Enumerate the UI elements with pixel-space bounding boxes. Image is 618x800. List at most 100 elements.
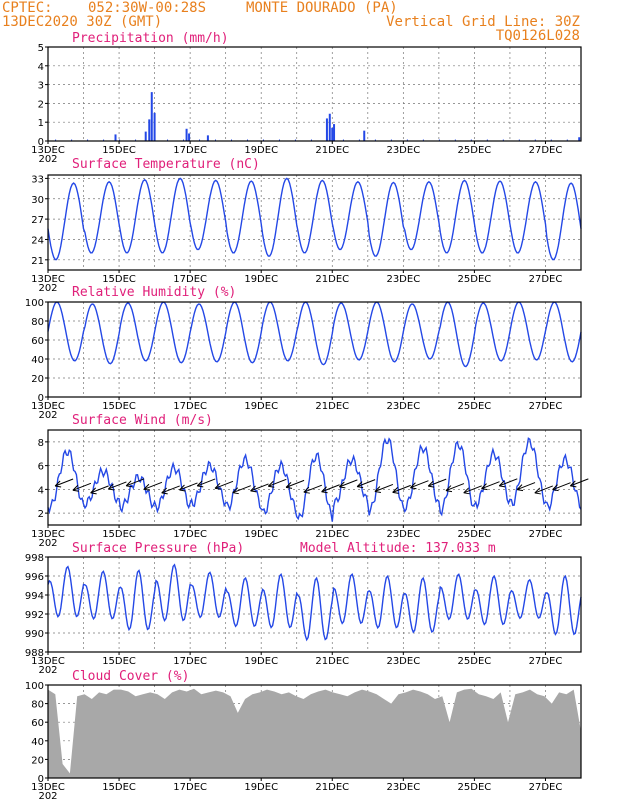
y-tick-label: 100 — [25, 298, 44, 309]
x-tick-label: 23DEC — [386, 782, 420, 793]
y-tick-label: 0 — [38, 137, 44, 148]
wind-arrow — [196, 478, 216, 488]
wind-arrow-shaft — [72, 482, 92, 491]
x-tick-label: 17DEC — [173, 656, 207, 667]
y-tick-label: 80 — [31, 317, 44, 328]
precip-trace — [518, 139, 520, 141]
x-tick-label: 25DEC — [458, 145, 492, 156]
wind-arrow — [54, 478, 74, 488]
x-tick-label: 21DEC — [315, 529, 349, 540]
wind-arrow-shaft — [303, 484, 323, 493]
wind-arrow — [481, 481, 500, 491]
x-tick-label: 21DEC — [315, 401, 349, 412]
precip-bar — [331, 127, 334, 141]
wind-arrow — [303, 484, 323, 494]
header-datetime: 13DEC2020 30Z (GMT) — [2, 14, 162, 30]
y-tick-label: 994 — [25, 591, 44, 602]
precip-trace — [215, 139, 217, 141]
y-tick-label: 1 — [38, 118, 44, 129]
wind-arrow-head — [54, 480, 62, 488]
wind-arrow-shaft — [374, 483, 394, 492]
x-tick-label: 27DEC — [529, 274, 563, 285]
precip-bar — [578, 137, 581, 141]
panel-title-wind: Surface Wind (m/s) — [72, 413, 213, 428]
x-tick-year: 202 — [38, 665, 57, 676]
wind-arrow — [125, 478, 145, 488]
y-tick-label: 990 — [25, 629, 44, 640]
x-tick-label: 15DEC — [102, 145, 136, 156]
wind-arrow-head — [72, 484, 79, 492]
panel-frame — [47, 46, 582, 142]
panel-title-temperature: Surface Temperature (nC) — [72, 157, 260, 172]
wind-arrow-head — [250, 485, 257, 493]
x-tick-label: 15DEC — [102, 274, 136, 285]
wind-arrow-head — [179, 484, 186, 492]
x-tick-year: 202 — [38, 791, 57, 800]
wind-arrow — [232, 485, 251, 495]
wind-arrow-shaft — [534, 485, 553, 494]
wind-arrow-shaft — [285, 479, 305, 488]
wind-arrow-shaft — [268, 478, 287, 487]
x-tick-label: 27DEC — [529, 401, 563, 412]
precip-trace — [278, 139, 280, 141]
x-tick-label: 27DEC — [529, 656, 563, 667]
y-tick-label: 20 — [31, 374, 44, 385]
y-tick-label: 40 — [31, 737, 44, 748]
wind-arrow — [339, 479, 358, 489]
wind-arrow — [321, 484, 340, 494]
precip-bar — [363, 130, 366, 141]
x-tick-label: 25DEC — [458, 529, 492, 540]
x-tick-label: 13DEC — [31, 656, 65, 667]
precip-trace — [71, 139, 73, 141]
precip-trace — [246, 139, 248, 141]
series-line — [47, 177, 582, 261]
y-tick-label: 21 — [31, 256, 44, 267]
panel-frame — [47, 301, 582, 398]
y-tick-label: 992 — [25, 610, 44, 621]
wind-arrow-head — [214, 482, 222, 490]
wind-arrow-head — [90, 487, 97, 495]
precip-bar — [188, 133, 191, 141]
precip-trace — [534, 139, 536, 141]
wind-arrow-shaft — [339, 479, 358, 488]
precip-trace — [199, 139, 201, 141]
wind-arrow-head — [339, 481, 346, 489]
wind-arrow-shaft — [552, 482, 571, 491]
y-tick-label: 24 — [31, 235, 44, 246]
precip-trace — [422, 139, 424, 141]
wind-arrow-shaft — [250, 483, 269, 492]
wind-arrow — [552, 482, 571, 492]
series-line — [47, 563, 582, 642]
x-tick-label: 17DEC — [173, 401, 207, 412]
precip-trace — [167, 139, 169, 141]
y-tick-label: 40 — [31, 355, 44, 366]
x-tick-label: 17DEC — [173, 782, 207, 793]
precip-trace — [550, 139, 552, 141]
series-line — [47, 437, 582, 522]
precip-trace — [406, 139, 408, 141]
x-tick-label: 19DEC — [244, 274, 278, 285]
x-tick-label: 13DEC — [31, 529, 65, 540]
y-tick-label: 2 — [38, 99, 44, 110]
wind-arrow-shaft — [499, 478, 518, 487]
wind-arrow-shaft — [214, 480, 234, 489]
wind-arrow-shaft — [392, 484, 411, 493]
y-tick-label: 6 — [38, 462, 44, 473]
y-tick-label: 100 — [25, 681, 44, 692]
wind-arrow — [463, 485, 482, 495]
y-tick-label: 5 — [38, 43, 44, 54]
precip-trace — [310, 139, 312, 141]
y-tick-label: 0 — [38, 393, 44, 404]
panel-subtitle-altitude: Model Altitude: 137.033 m — [300, 541, 496, 556]
precip-trace — [342, 139, 344, 141]
wind-arrow — [214, 480, 234, 490]
y-tick-label: 20 — [31, 755, 44, 766]
wind-arrow-shaft — [321, 484, 340, 493]
wind-arrow-head — [481, 483, 488, 491]
x-tick-label: 27DEC — [529, 782, 563, 793]
x-tick-label: 19DEC — [244, 529, 278, 540]
x-tick-label: 21DEC — [315, 782, 349, 793]
x-tick-label: 15DEC — [102, 656, 136, 667]
y-tick-label: 33 — [31, 174, 44, 185]
wind-arrow-head — [569, 480, 577, 488]
